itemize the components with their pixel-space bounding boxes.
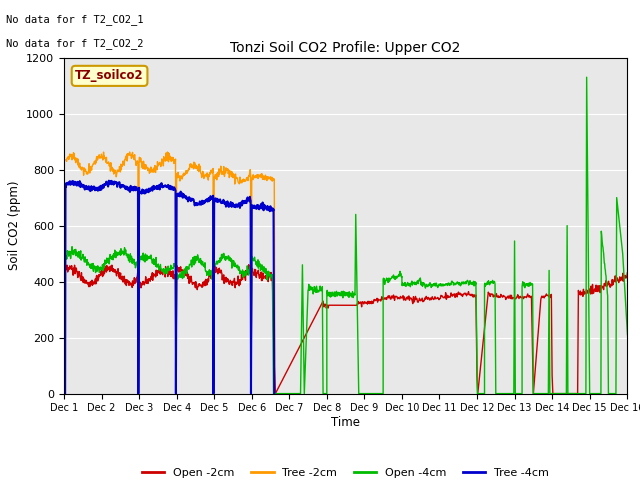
X-axis label: Time: Time [331,416,360,429]
Text: No data for f T2_CO2_2: No data for f T2_CO2_2 [6,38,144,49]
Y-axis label: Soil CO2 (ppm): Soil CO2 (ppm) [8,181,20,270]
Text: No data for f T2_CO2_1: No data for f T2_CO2_1 [6,14,144,25]
Title: Tonzi Soil CO2 Profile: Upper CO2: Tonzi Soil CO2 Profile: Upper CO2 [230,41,461,55]
Legend: Open -2cm, Tree -2cm, Open -4cm, Tree -4cm: Open -2cm, Tree -2cm, Open -4cm, Tree -4… [138,463,554,480]
Text: TZ_soilco2: TZ_soilco2 [76,70,144,83]
